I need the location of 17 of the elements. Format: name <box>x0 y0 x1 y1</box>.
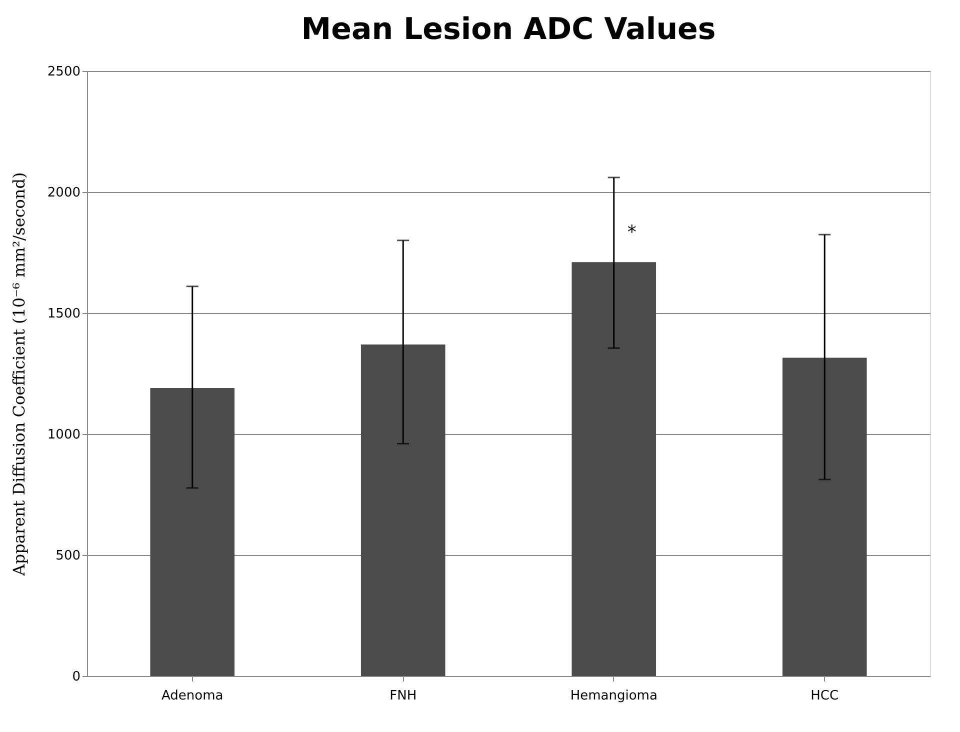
y-axis-title: Apparent Diffusion Coefficient (10⁻⁶ mm²/second) <box>9 172 28 577</box>
bar <box>572 262 656 676</box>
bar <box>360 344 446 676</box>
bar <box>782 358 867 676</box>
x-tick-label: FNH <box>390 688 417 704</box>
x-tick-label: Adenoma <box>162 688 224 704</box>
y-tick-label: 1500 <box>47 306 80 322</box>
y-tick-label: 2000 <box>47 186 80 200</box>
x-tick-label: Hemangioma <box>570 688 658 704</box>
y-tick-label: 2500 <box>47 64 80 80</box>
annotation: * <box>627 222 636 244</box>
chart-title: Mean Lesion ADC Values <box>301 12 716 47</box>
y-tick-label: 0 <box>72 670 80 684</box>
y-tick-label: 500 <box>56 548 80 564</box>
x-tick-label: HCC <box>810 688 839 704</box>
y-tick-label: 1000 <box>47 428 80 442</box>
bar <box>150 388 235 676</box>
